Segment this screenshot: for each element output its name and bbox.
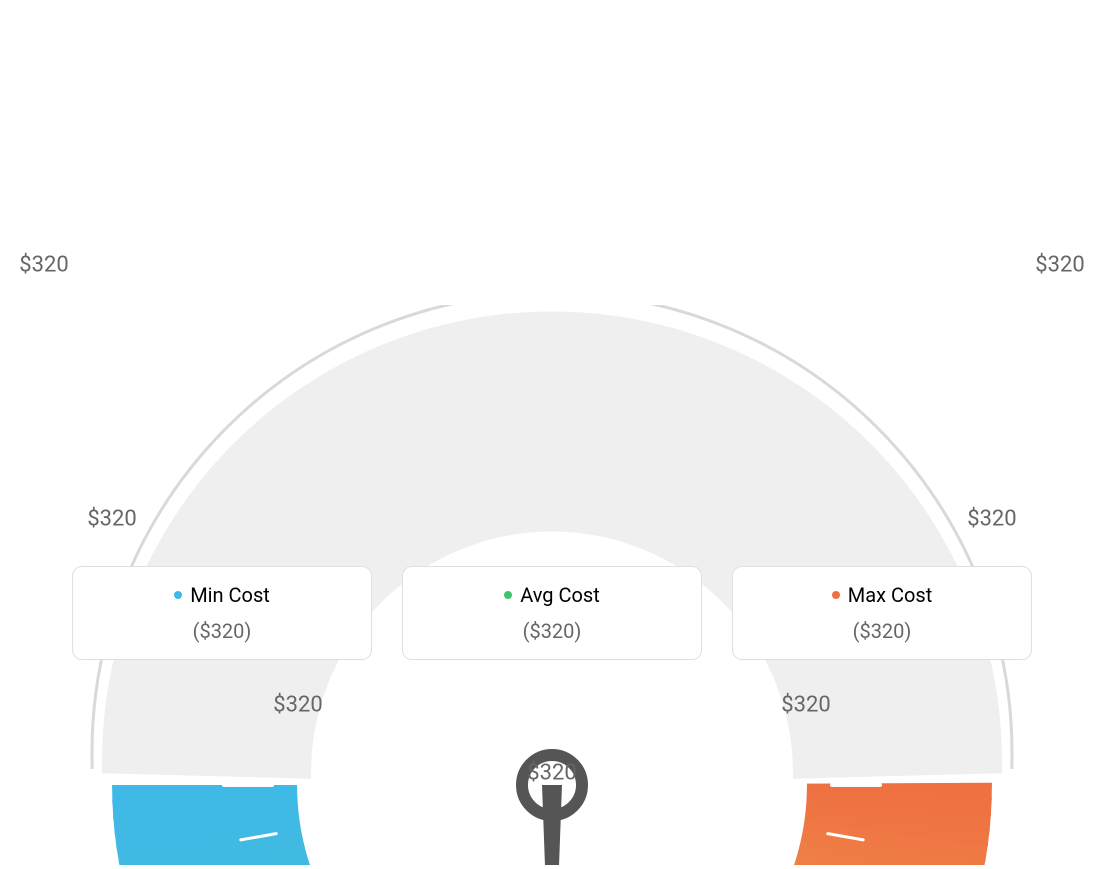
dot-icon	[832, 591, 840, 599]
legend-avg-text: Avg Cost	[520, 583, 600, 607]
dot-icon	[504, 591, 512, 599]
legend-max-label: Max Cost	[832, 583, 933, 607]
legend-min-value: ($320)	[73, 619, 371, 643]
legend-card-min: Min Cost ($320)	[72, 566, 372, 660]
legend: Min Cost ($320) Avg Cost ($320) Max Cost…	[72, 566, 1032, 660]
legend-card-max: Max Cost ($320)	[732, 566, 1032, 660]
gauge-tick-label: $320	[781, 692, 830, 717]
legend-max-value: ($320)	[733, 619, 1031, 643]
gauge-tick-label: $320	[967, 507, 1016, 532]
legend-max-text: Max Cost	[848, 583, 933, 607]
gauge-tick-label: $320	[1035, 253, 1084, 278]
gauge-tick-label: $320	[19, 253, 68, 278]
legend-min-text: Min Cost	[190, 583, 270, 607]
legend-card-avg: Avg Cost ($320)	[402, 566, 702, 660]
legend-min-label: Min Cost	[174, 583, 270, 607]
dot-icon	[174, 591, 182, 599]
legend-avg-value: ($320)	[403, 619, 701, 643]
gauge-tick-label: $320	[527, 761, 576, 786]
legend-avg-label: Avg Cost	[504, 583, 600, 607]
gauge-tick-label: $320	[273, 692, 322, 717]
gauge-tick-label: $320	[87, 507, 136, 532]
